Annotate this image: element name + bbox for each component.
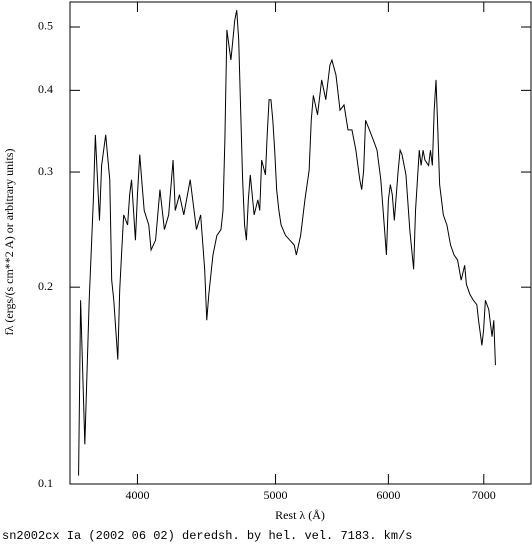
x-tick-label: 6000 <box>376 488 400 502</box>
y-tick-label: 0.4 <box>38 82 53 96</box>
plot-frame <box>69 1 532 485</box>
x-tick-label: 5000 <box>264 488 288 502</box>
x-tick-label: 4000 <box>125 488 149 502</box>
y-tick-label: 0.2 <box>38 279 53 293</box>
y-axis-label: fλ (ergs/(s cm**2 A) or arbitrary units) <box>2 149 16 336</box>
y-tick-label: 0.1 <box>38 476 53 490</box>
x-tick-label: 7000 <box>472 488 496 502</box>
x-axis-label: Rest λ (Å) <box>275 508 325 522</box>
caption: sn2002cx Ia (2002 06 02) deredsh. by hel… <box>2 529 412 543</box>
y-tick-label: 0.3 <box>38 164 53 178</box>
y-tick-label: 0.5 <box>38 19 53 33</box>
spectrum-line <box>78 9 496 476</box>
